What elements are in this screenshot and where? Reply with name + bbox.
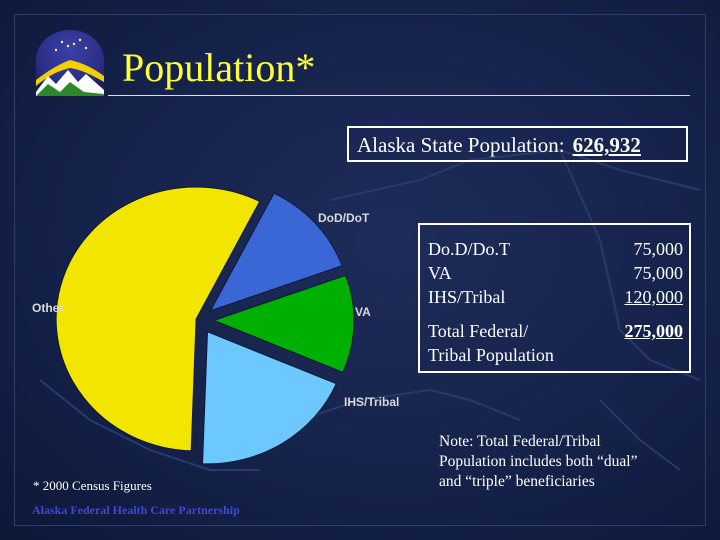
row-value-va: 75,000 xyxy=(633,263,684,283)
pie-slice-va xyxy=(212,274,355,373)
total-label-line2: Tribal Population xyxy=(428,345,554,365)
title-divider xyxy=(108,95,690,96)
row-value-ihs: 120,000 xyxy=(624,287,684,307)
slide-frame xyxy=(14,14,706,526)
row-label-ihs: IHS/Tribal xyxy=(428,287,506,307)
state-population-label: Alaska State Population: xyxy=(357,133,565,157)
row-label-va: VA xyxy=(428,263,452,283)
row-value-dod: 75,000 xyxy=(633,239,684,259)
pie-slice-other xyxy=(55,186,261,452)
pie-label-other: Other xyxy=(32,301,64,315)
pie-label-dod-dot: DoD/DoT xyxy=(318,211,370,225)
state-population-box: Alaska State Population: 626,932 xyxy=(347,126,688,162)
alaska-logo-icon xyxy=(36,30,104,96)
note-text: Note: Total Federal/Tribal Population in… xyxy=(439,432,637,492)
pie-slice-ihs-tribal xyxy=(202,331,337,465)
partnership-credit: Alaska Federal Health Care Partnership xyxy=(32,503,240,517)
state-population-value: 626,932 xyxy=(572,133,641,157)
row-label-dod: Do.D/Do.T xyxy=(428,239,510,259)
total-value: 275,000 xyxy=(624,321,684,341)
slide-title: Population* xyxy=(122,45,316,90)
pie-label-va: VA xyxy=(355,305,371,319)
federal-population-table: Do.D/Do.T 75,000 VA 75,000 IHS/Tribal 12… xyxy=(418,223,691,373)
pie-slice-dod-dot xyxy=(209,192,343,312)
total-label-line1: Total Federal/ xyxy=(428,321,529,341)
census-footnote: * 2000 Census Figures xyxy=(33,478,152,493)
pie-label-ihs-tribal: IHS/Tribal xyxy=(344,395,399,409)
note-line-3: and “triple” beneficiaries xyxy=(439,473,595,490)
note-line-2: Population includes both “dual” xyxy=(439,453,638,470)
note-line-1: Note: Total Federal/Tribal xyxy=(439,433,601,450)
